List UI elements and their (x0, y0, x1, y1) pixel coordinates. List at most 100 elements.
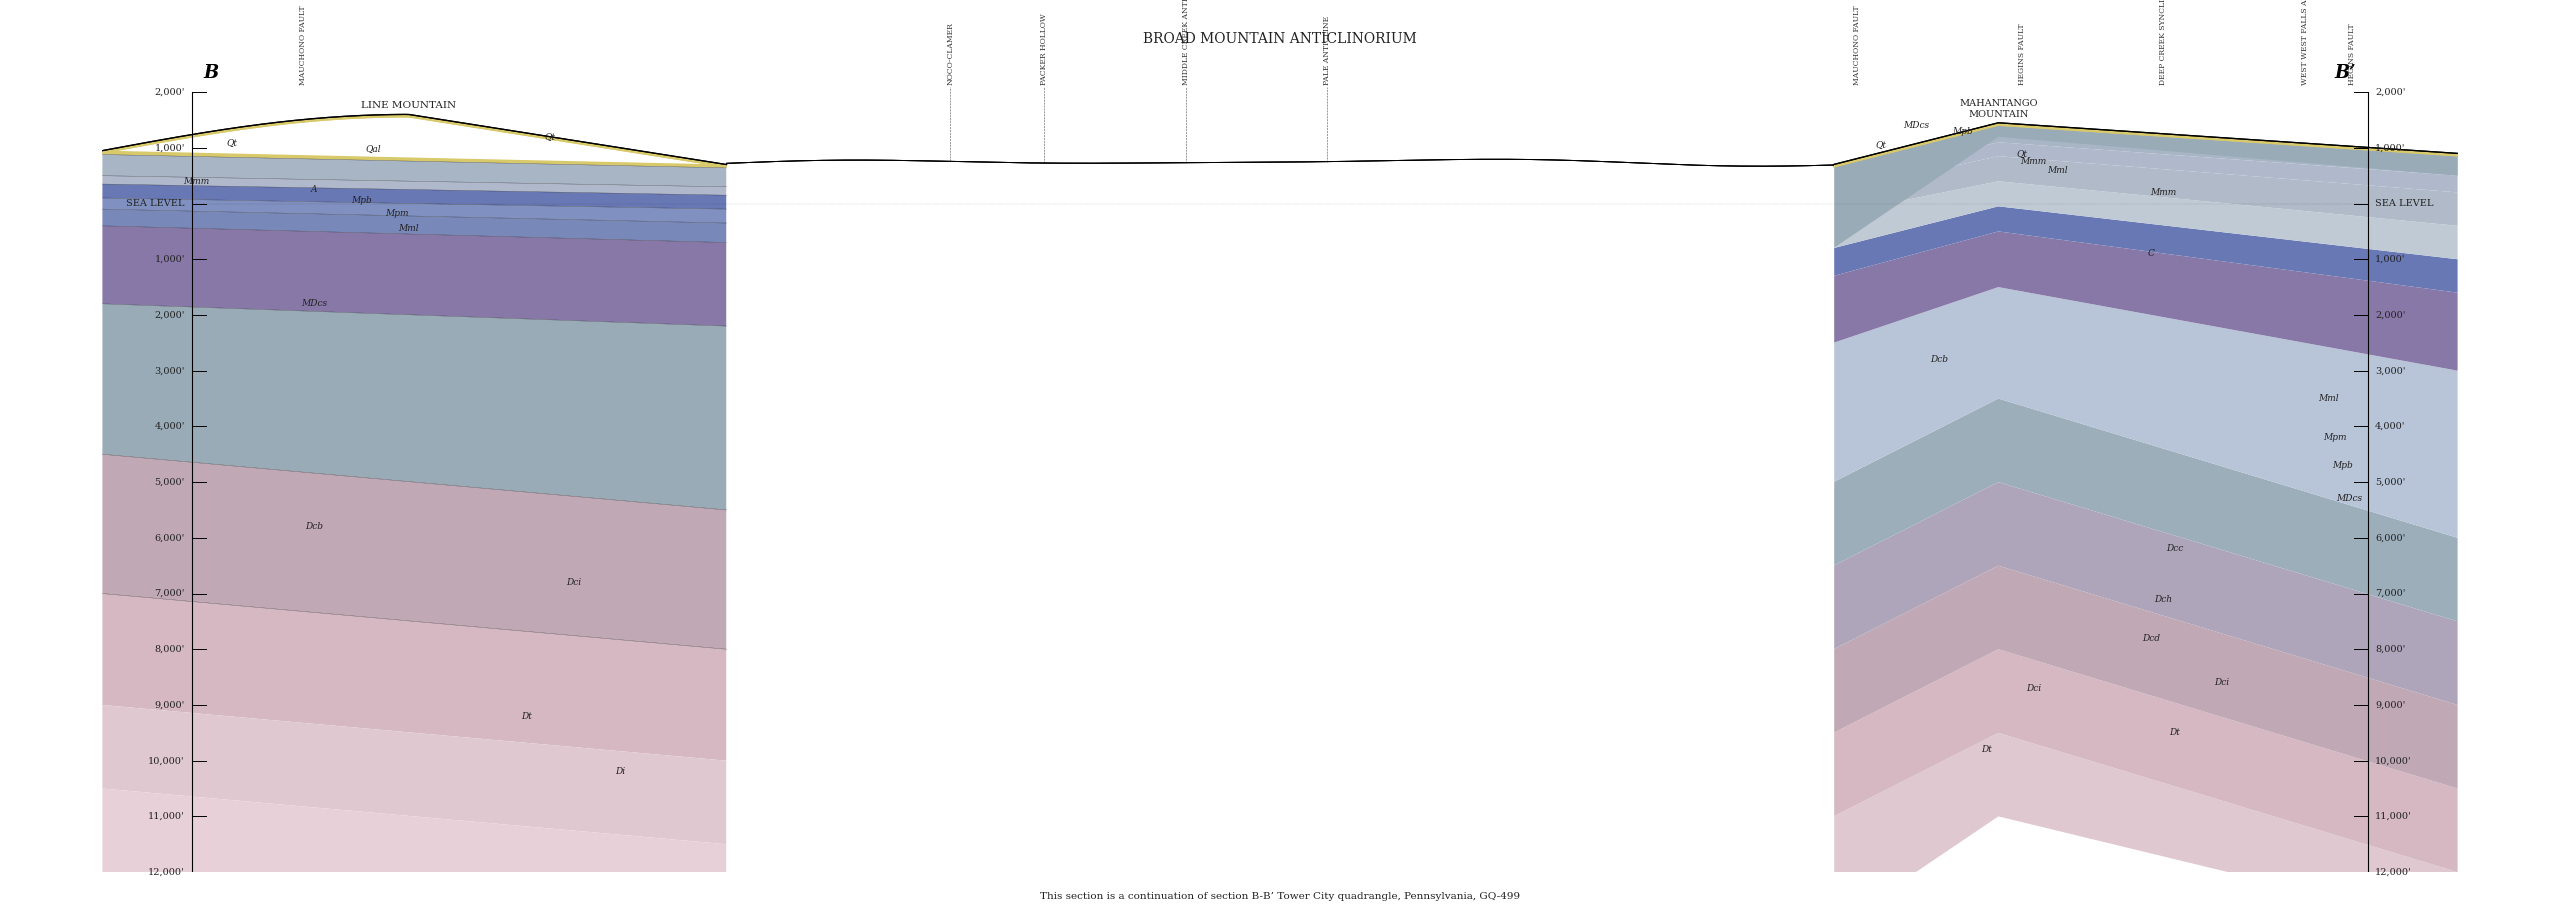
Polygon shape (727, 64, 1833, 166)
Text: 8,000': 8,000' (154, 644, 184, 654)
Polygon shape (1833, 287, 2458, 538)
Text: This section is a continuation of section B-B’ Tower City quadrangle, Pennsylvan: This section is a continuation of sectio… (1039, 892, 1521, 901)
Text: Mml: Mml (399, 224, 420, 232)
Text: 1,000': 1,000' (2376, 143, 2406, 152)
Text: Mmm: Mmm (2020, 157, 2048, 166)
Polygon shape (102, 198, 727, 223)
Polygon shape (1833, 482, 2458, 705)
Text: HEGINS FAULT: HEGINS FAULT (2348, 24, 2355, 85)
Text: 9,000': 9,000' (154, 700, 184, 710)
Text: 5,000': 5,000' (2376, 477, 2406, 487)
Text: 8,000': 8,000' (2376, 644, 2406, 654)
Text: 3,000': 3,000' (2376, 366, 2406, 375)
Text: Mml: Mml (2048, 165, 2068, 174)
Text: PALE ANTICLINE: PALE ANTICLINE (1324, 17, 1331, 85)
Text: 5,000': 5,000' (154, 477, 184, 487)
Text: 2,000': 2,000' (2376, 87, 2406, 96)
Text: Dcd: Dcd (2143, 633, 2161, 643)
Text: Mml: Mml (2317, 394, 2337, 403)
Text: HEGINS FAULT: HEGINS FAULT (2017, 24, 2025, 85)
Text: Dci: Dci (2214, 678, 2230, 688)
Text: Mpb: Mpb (2332, 461, 2353, 470)
Polygon shape (102, 226, 727, 326)
Text: 1,000': 1,000' (2376, 255, 2406, 263)
Text: 10,000': 10,000' (2376, 756, 2412, 766)
Polygon shape (1833, 156, 2458, 226)
Text: MAUCHONO FAULT: MAUCHONO FAULT (300, 6, 307, 85)
Polygon shape (727, 159, 1833, 872)
Text: 12,000': 12,000' (2376, 868, 2412, 877)
Polygon shape (102, 789, 727, 872)
Polygon shape (1833, 123, 2458, 248)
Polygon shape (1833, 0, 2458, 164)
Text: 11,000': 11,000' (148, 812, 184, 821)
Text: 2,000': 2,000' (2376, 310, 2406, 319)
Text: 6,000': 6,000' (2376, 533, 2406, 543)
Polygon shape (102, 209, 727, 242)
Text: Mmm: Mmm (2150, 188, 2176, 196)
Text: 4,000': 4,000' (154, 422, 184, 431)
Text: 12,000': 12,000' (148, 868, 184, 877)
Text: 9,000': 9,000' (2376, 700, 2406, 710)
Text: Qt: Qt (545, 132, 556, 141)
Polygon shape (102, 115, 727, 168)
Text: Qt: Qt (2017, 149, 2028, 158)
Text: Dcb: Dcb (305, 522, 323, 532)
Polygon shape (102, 304, 727, 510)
Text: 1,000': 1,000' (154, 255, 184, 263)
Text: 4,000': 4,000' (2376, 422, 2406, 431)
Text: Qt: Qt (1874, 140, 1887, 150)
Text: MDcs: MDcs (1902, 121, 1930, 130)
Polygon shape (102, 184, 727, 209)
Polygon shape (1833, 565, 2458, 789)
Text: MAUCHONO FAULT: MAUCHONO FAULT (1853, 6, 1861, 85)
Text: 10,000': 10,000' (148, 756, 184, 766)
Polygon shape (1833, 123, 2458, 168)
Text: Qal: Qal (366, 144, 381, 153)
Text: PACKER HOLLOW: PACKER HOLLOW (1039, 14, 1050, 85)
Text: SEA LEVEL: SEA LEVEL (125, 199, 184, 208)
Text: 1,000': 1,000' (154, 143, 184, 152)
Text: Dt: Dt (1981, 745, 1992, 754)
Text: C: C (2148, 249, 2156, 258)
Polygon shape (1833, 126, 2458, 181)
Text: Dt: Dt (2168, 728, 2181, 737)
Text: 11,000': 11,000' (2376, 812, 2412, 821)
Polygon shape (102, 594, 727, 761)
Text: 7,000': 7,000' (154, 589, 184, 598)
Polygon shape (102, 154, 727, 187)
Text: Dcc: Dcc (2166, 544, 2184, 554)
Text: Mpb: Mpb (1953, 127, 1974, 136)
Polygon shape (102, 175, 727, 196)
Polygon shape (1833, 231, 2458, 371)
Polygon shape (1833, 181, 2458, 259)
Text: 3,000': 3,000' (154, 366, 184, 375)
Polygon shape (102, 0, 727, 164)
Text: A: A (312, 185, 317, 194)
Polygon shape (102, 115, 727, 168)
Text: NOCO-CLAMER: NOCO-CLAMER (947, 23, 955, 85)
Polygon shape (1833, 207, 2458, 293)
Text: 6,000': 6,000' (154, 533, 184, 543)
Polygon shape (1833, 398, 2458, 621)
Text: Mpm: Mpm (384, 209, 410, 218)
Text: 2,000': 2,000' (154, 310, 184, 319)
Text: Dt: Dt (520, 711, 532, 721)
Text: B: B (205, 64, 220, 82)
Polygon shape (1833, 123, 2458, 168)
Text: MAHANTANGO
MOUNTAIN: MAHANTANGO MOUNTAIN (1958, 99, 2038, 118)
Text: Dch: Dch (2153, 595, 2173, 604)
Text: Dci: Dci (566, 578, 581, 587)
Text: BROAD MOUNTAIN ANTICLINORIUM: BROAD MOUNTAIN ANTICLINORIUM (1144, 32, 1416, 46)
Text: Dcb: Dcb (1930, 355, 1948, 364)
Polygon shape (1833, 142, 2458, 193)
Text: WEST WEST FALLS ANTICLINE: WEST WEST FALLS ANTICLINE (2301, 0, 2309, 85)
Text: B’: B’ (2335, 64, 2355, 82)
Polygon shape (102, 454, 727, 649)
Polygon shape (102, 151, 727, 168)
Text: LINE MOUNTAIN: LINE MOUNTAIN (361, 101, 456, 110)
Text: MDcs: MDcs (302, 299, 328, 308)
Text: 2,000': 2,000' (154, 87, 184, 96)
Text: SEA LEVEL: SEA LEVEL (2376, 199, 2435, 208)
Polygon shape (1833, 649, 2458, 872)
